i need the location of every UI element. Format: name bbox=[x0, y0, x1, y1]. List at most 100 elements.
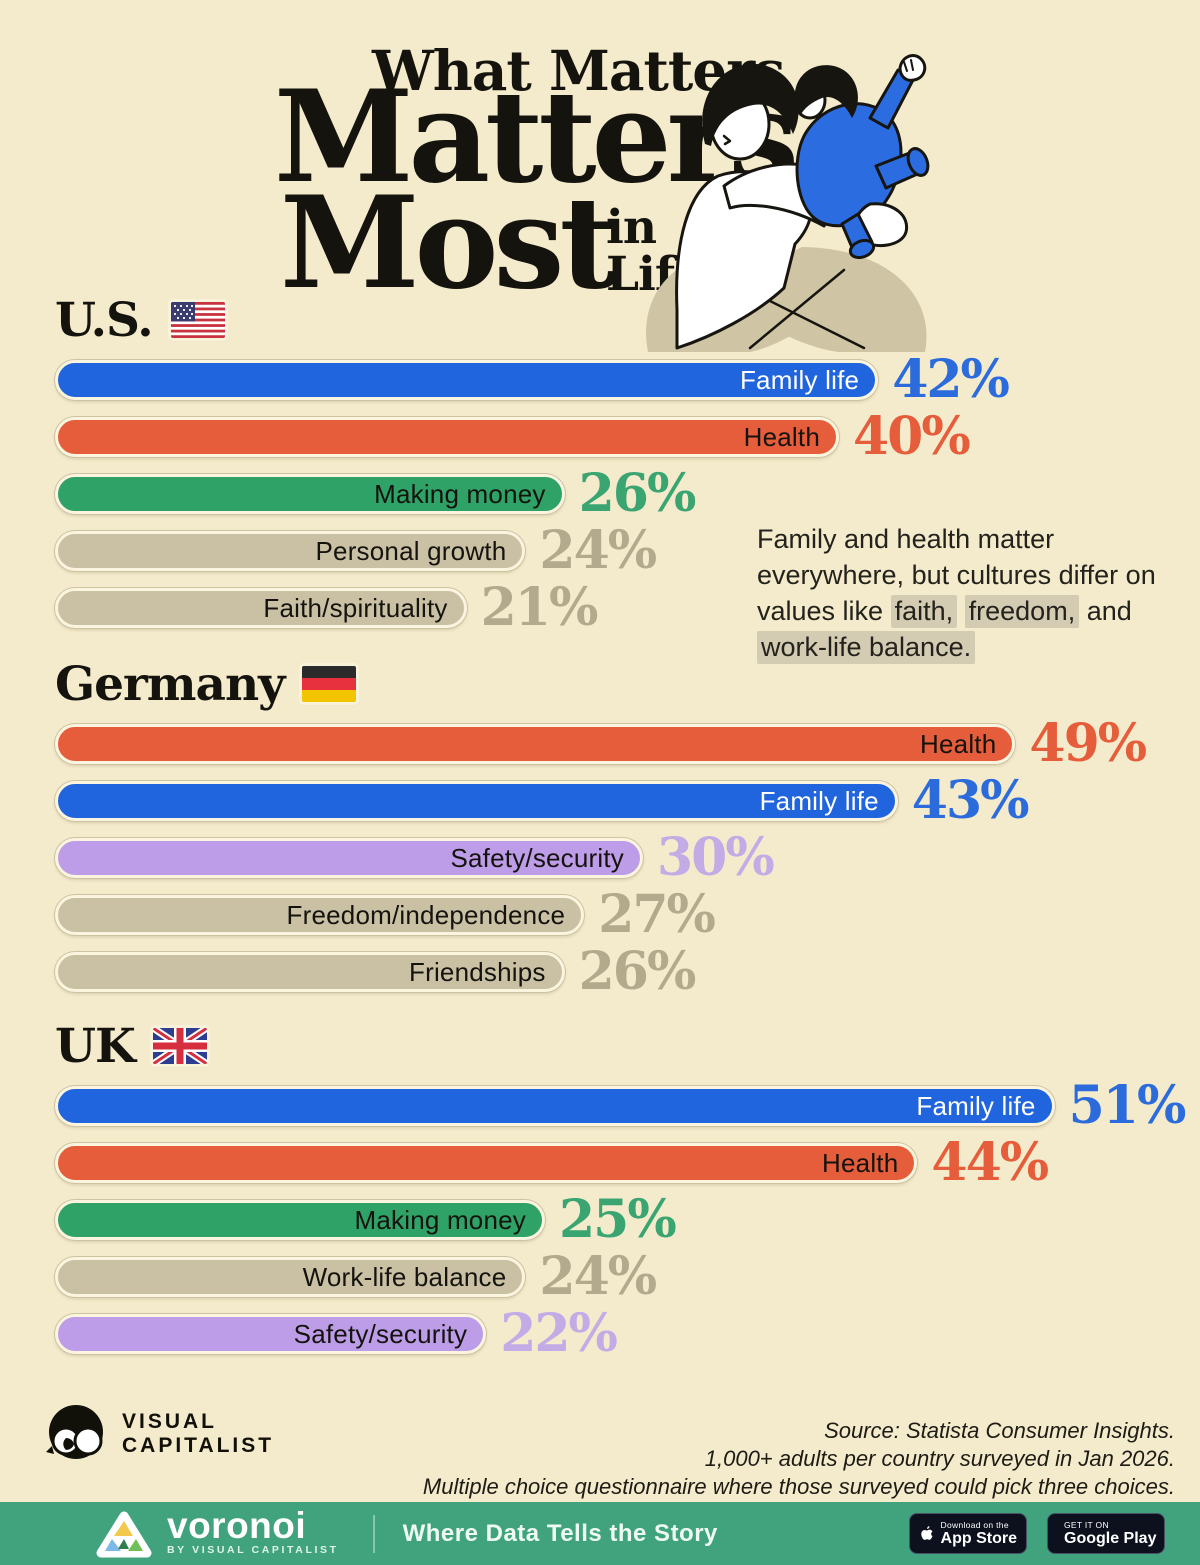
bar: Family life bbox=[55, 781, 898, 821]
bar-row: Family life 43% bbox=[55, 770, 1200, 831]
voronoi-logo-text: voronoi bbox=[167, 1505, 307, 1546]
bar-row: Work-life balance 24% bbox=[55, 1246, 1200, 1307]
bar-label: Safety/security bbox=[293, 1318, 468, 1349]
bar-row: Family life 51% bbox=[55, 1075, 1200, 1136]
section-uk: UK Family life 51% Health 44% Making money 25… bbox=[55, 1018, 1200, 1364]
bar-label: Making money bbox=[354, 1204, 526, 1235]
bar-value: 44% bbox=[931, 1132, 1049, 1193]
bar: Safety/security bbox=[55, 838, 643, 878]
app-store-badge-bottom-text: App Store bbox=[940, 1530, 1017, 1547]
bar-row: Health 40% bbox=[55, 406, 1200, 467]
annotation-highlight: freedom, bbox=[964, 595, 1080, 628]
section-title-germany: Germany bbox=[55, 656, 285, 712]
section-title-us: U.S. bbox=[55, 292, 154, 348]
bar: Friendships bbox=[55, 952, 565, 992]
bar-row: Personal growth 24% bbox=[55, 520, 1200, 581]
title-line-3: Most bbox=[280, 169, 618, 317]
bar: Health bbox=[55, 1143, 918, 1183]
brandbar-tagline: Where Data Tells the Story bbox=[402, 1519, 718, 1547]
bar-row: Making money 25% bbox=[55, 1189, 1200, 1250]
bar-group-us: Family life 42% Health 40% Making money 26% Pe… bbox=[55, 349, 1200, 638]
source-line-2: 1,000+ adults per country surveyed in Ja… bbox=[704, 1446, 1175, 1471]
bar-label: Personal growth bbox=[315, 535, 507, 566]
bar-value: 22% bbox=[500, 1303, 618, 1364]
bar-value: 42% bbox=[892, 349, 1010, 410]
bar-label: Health bbox=[743, 421, 820, 452]
google-play-badge[interactable]: GET IT ON Google Play bbox=[1047, 1513, 1165, 1554]
source-line-3: Multiple choice questionnaire where thos… bbox=[422, 1474, 1175, 1499]
section-us: U.S. Family life 42% Health 40% Making bbox=[55, 292, 1200, 638]
bar-row: Health 49% bbox=[55, 713, 1200, 774]
bar-value: 27% bbox=[598, 884, 716, 945]
gb-flag-icon bbox=[152, 1028, 207, 1064]
bar-label: Faith/spirituality bbox=[263, 592, 448, 623]
bar: Health bbox=[55, 724, 1016, 764]
voronoi-logo-icon bbox=[96, 1511, 152, 1557]
bar-row: Making money 26% bbox=[55, 463, 1200, 524]
brand-bar: voronoi BY VISUAL CAPITALIST Where Data … bbox=[0, 1502, 1200, 1565]
brandbar-divider bbox=[372, 1514, 375, 1553]
bar-row: Friendships 26% bbox=[55, 941, 1200, 1002]
bar-value: 21% bbox=[480, 577, 599, 638]
annotation-text: Family and health matter everywhere, but… bbox=[757, 521, 1157, 665]
bar-label: Making money bbox=[374, 478, 546, 509]
visual-capitalist-logo-icon bbox=[46, 1405, 103, 1459]
section-title-uk: UK bbox=[55, 1018, 136, 1074]
bar: Work-life balance bbox=[55, 1257, 526, 1297]
bar-label: Safety/security bbox=[450, 842, 624, 873]
bar-value: 49% bbox=[1029, 713, 1147, 774]
bar-value: 25% bbox=[559, 1189, 677, 1250]
bar: Family life bbox=[55, 360, 879, 400]
bar: Freedom/independence bbox=[55, 895, 585, 935]
bar-group-germany: Health 49% Family life 43% Safety/security 30… bbox=[55, 713, 1200, 1002]
bar-row: Family life 42% bbox=[55, 349, 1200, 410]
parent-child-illustration-icon bbox=[646, 54, 930, 352]
annotation-segment: Family and health matter everywhere, but… bbox=[757, 524, 1156, 626]
bar-group-uk: Family life 51% Health 44% Making money 25% Wo… bbox=[55, 1075, 1200, 1364]
bar-row: Safety/security 30% bbox=[55, 827, 1200, 888]
bar-row: Faith/spirituality 21% bbox=[55, 577, 1200, 638]
bar-label: Freedom/independence bbox=[286, 899, 566, 930]
bar-value: 26% bbox=[578, 941, 697, 1002]
bar: Health bbox=[55, 417, 839, 457]
source-note: Source: Statista Consumer Insights. 1,00… bbox=[423, 1417, 1175, 1501]
vc-logo-text-line2: CAPITALIST bbox=[122, 1434, 275, 1457]
visual-capitalist-logo: VISUAL CAPITALIST bbox=[42, 1400, 274, 1468]
bar-value: 24% bbox=[539, 1246, 657, 1307]
annotation-segment bbox=[957, 596, 965, 626]
source-line-1: Source: Statista Consumer Insights. bbox=[824, 1418, 1175, 1443]
annotation-highlight: work-life balance. bbox=[757, 631, 976, 664]
voronoi-logo[interactable]: voronoi BY VISUAL CAPITALIST bbox=[95, 1505, 339, 1559]
bar-row: Safety/security 22% bbox=[55, 1303, 1200, 1364]
bar-value: 40% bbox=[853, 406, 971, 467]
voronoi-logo-subtext: BY VISUAL CAPITALIST bbox=[167, 1544, 339, 1556]
title-tail-in: in bbox=[606, 200, 657, 255]
bar-label: Health bbox=[920, 728, 997, 759]
bar-value: 24% bbox=[539, 520, 657, 581]
bar-label: Work-life balance bbox=[302, 1261, 507, 1292]
bar-value: 43% bbox=[911, 770, 1030, 831]
bar-label: Friendships bbox=[409, 956, 546, 987]
bar-row: Freedom/independence 27% bbox=[55, 884, 1200, 945]
bar: Safety/security bbox=[55, 1314, 487, 1354]
vc-logo-text-line1: VISUAL bbox=[122, 1410, 218, 1433]
google-play-badge-top-text: GET IT ON bbox=[1064, 1520, 1109, 1530]
apple-icon bbox=[921, 1525, 933, 1540]
app-store-badge-top-text: Download on the bbox=[940, 1520, 1009, 1530]
bar-value: 26% bbox=[578, 463, 697, 524]
bar: Faith/spirituality bbox=[55, 588, 467, 628]
google-play-badge-bottom-text: Google Play bbox=[1064, 1530, 1157, 1547]
bar-row: Health 44% bbox=[55, 1132, 1200, 1193]
bar: Making money bbox=[55, 474, 565, 514]
bar-label: Family life bbox=[916, 1090, 1036, 1121]
bar-label: Family life bbox=[739, 364, 860, 395]
de-flag-icon bbox=[302, 666, 357, 702]
app-store-badge[interactable]: Download on the App Store bbox=[909, 1513, 1027, 1554]
section-germany: Germany Health 49% Family life 43% Safety/se… bbox=[55, 656, 1200, 1002]
bar-label: Family life bbox=[759, 785, 879, 816]
bar-value: 30% bbox=[657, 827, 775, 888]
bar-value: 51% bbox=[1068, 1075, 1187, 1136]
us-flag-icon bbox=[170, 302, 225, 338]
bar: Making money bbox=[55, 1200, 545, 1240]
